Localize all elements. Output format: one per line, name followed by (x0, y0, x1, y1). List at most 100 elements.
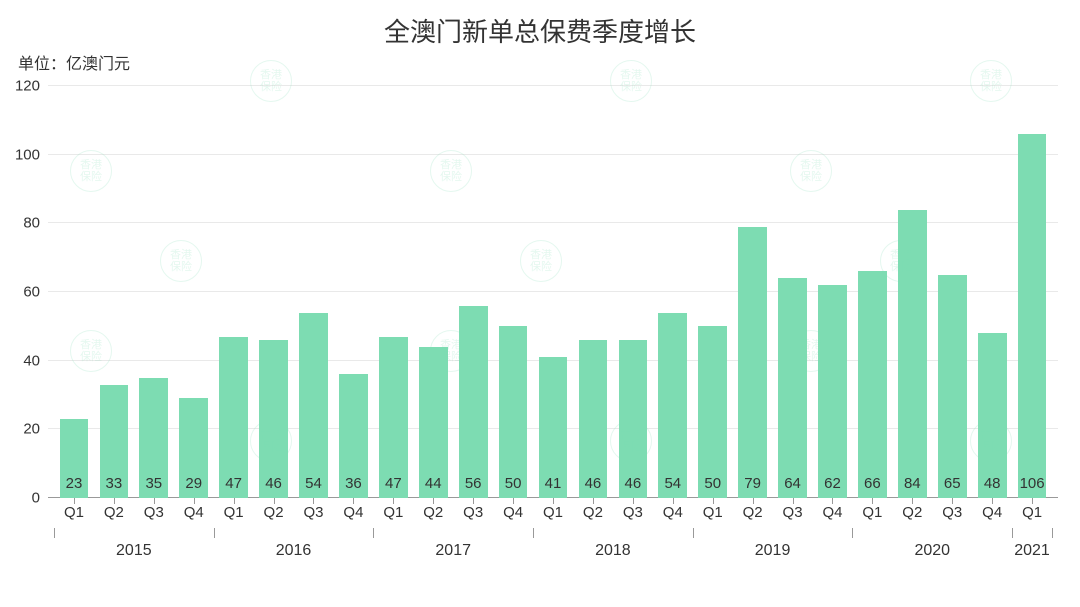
bar: 54 (658, 313, 687, 498)
bar-slot: 35Q3 (134, 86, 174, 498)
bar-value-label: 33 (106, 475, 123, 492)
bar-value-label: 46 (625, 475, 642, 492)
x-tick-label: Q3 (303, 504, 323, 521)
bar: 46 (259, 340, 288, 498)
bar-value-label: 64 (784, 475, 801, 492)
bar-slot: 79Q2 (733, 86, 773, 498)
bar-value-label: 56 (465, 475, 482, 492)
y-tick-label: 20 (23, 421, 40, 438)
bar-slot: 65Q3 (932, 86, 972, 498)
bar-slot: 33Q2 (94, 86, 134, 498)
x-tick-label: Q4 (184, 504, 204, 521)
year-divider (214, 528, 215, 538)
y-tick-label: 100 (15, 146, 40, 163)
x-tick-label: Q3 (783, 504, 803, 521)
x-tick-label: Q1 (703, 504, 723, 521)
year-divider (1052, 528, 1053, 538)
bar: 35 (139, 378, 168, 498)
x-tick-label: Q3 (942, 504, 962, 521)
x-tick-label: Q3 (623, 504, 643, 521)
y-tick-label: 0 (32, 490, 40, 507)
bar-slot: 48Q4 (972, 86, 1012, 498)
bar: 62 (818, 285, 847, 498)
bar: 106 (1018, 134, 1047, 498)
year-label: 2020 (914, 542, 950, 560)
x-tick-label: Q1 (383, 504, 403, 521)
x-tick-label: Q2 (583, 504, 603, 521)
bar-slot: 66Q1 (852, 86, 892, 498)
bar: 41 (539, 357, 568, 498)
bar-value-label: 44 (425, 475, 442, 492)
bar-slot: 29Q4 (174, 86, 214, 498)
year-label: 2017 (435, 542, 471, 560)
bar-slot: 36Q4 (333, 86, 373, 498)
bar: 50 (499, 326, 528, 498)
bar-value-label: 62 (824, 475, 841, 492)
bar-slot: 47Q1 (373, 86, 413, 498)
bar-slot: 50Q4 (493, 86, 533, 498)
bar-slot: 54Q3 (294, 86, 334, 498)
bars-container: 23Q133Q235Q329Q447Q146Q254Q336Q447Q144Q2… (48, 86, 1058, 498)
x-tick-label: Q1 (543, 504, 563, 521)
bar-value-label: 106 (1020, 475, 1045, 492)
year-label: 2019 (755, 542, 791, 560)
bar-slot: 46Q2 (573, 86, 613, 498)
bar: 47 (379, 337, 408, 498)
x-tick-label: Q2 (104, 504, 124, 521)
x-tick-label: Q2 (743, 504, 763, 521)
x-tick-label: Q2 (902, 504, 922, 521)
x-tick-label: Q1 (1022, 504, 1042, 521)
bar-value-label: 36 (345, 475, 362, 492)
y-tick-label: 60 (23, 284, 40, 301)
bar-value-label: 23 (66, 475, 83, 492)
year-divider (693, 528, 694, 538)
bar-value-label: 84 (904, 475, 921, 492)
bar: 48 (978, 333, 1007, 498)
bar-value-label: 50 (505, 475, 522, 492)
x-tick-label: Q1 (224, 504, 244, 521)
bar-value-label: 46 (265, 475, 282, 492)
bar-slot: 64Q3 (773, 86, 813, 498)
bar-slot: 84Q2 (892, 86, 932, 498)
bar: 33 (100, 385, 129, 498)
bar-value-label: 48 (984, 475, 1001, 492)
bar: 66 (858, 271, 887, 498)
bar: 84 (898, 210, 927, 498)
year-divider (533, 528, 534, 538)
bar-value-label: 41 (545, 475, 562, 492)
bar-value-label: 66 (864, 475, 881, 492)
x-tick-label: Q4 (982, 504, 1002, 521)
bar: 29 (179, 398, 208, 498)
bar: 54 (299, 313, 328, 498)
year-label: 2015 (116, 542, 152, 560)
bar-slot: 46Q2 (254, 86, 294, 498)
bar-value-label: 79 (744, 475, 761, 492)
bar: 64 (778, 278, 807, 498)
year-divider (852, 528, 853, 538)
year-divider (1012, 528, 1013, 538)
bar: 79 (738, 227, 767, 498)
x-tick-label: Q4 (503, 504, 523, 521)
bar-slot: 41Q1 (533, 86, 573, 498)
bar: 65 (938, 275, 967, 498)
x-tick-label: Q1 (862, 504, 882, 521)
x-tick-label: Q4 (822, 504, 842, 521)
bar-value-label: 65 (944, 475, 961, 492)
bar-slot: 44Q2 (413, 86, 453, 498)
x-tick-label: Q4 (343, 504, 363, 521)
year-label: 2018 (595, 542, 631, 560)
bar: 50 (698, 326, 727, 498)
y-tick-label: 120 (15, 78, 40, 95)
bar-slot: 54Q4 (653, 86, 693, 498)
bar-value-label: 47 (385, 475, 402, 492)
x-tick-label: Q2 (264, 504, 284, 521)
bar-value-label: 29 (185, 475, 202, 492)
chart-title: 全澳门新单总保费季度增长 (0, 0, 1080, 49)
bar-value-label: 54 (664, 475, 681, 492)
bar-value-label: 46 (585, 475, 602, 492)
bar-value-label: 54 (305, 475, 322, 492)
bar: 46 (579, 340, 608, 498)
y-tick-label: 40 (23, 352, 40, 369)
year-tick-row (48, 528, 1058, 538)
x-tick-label: Q2 (423, 504, 443, 521)
